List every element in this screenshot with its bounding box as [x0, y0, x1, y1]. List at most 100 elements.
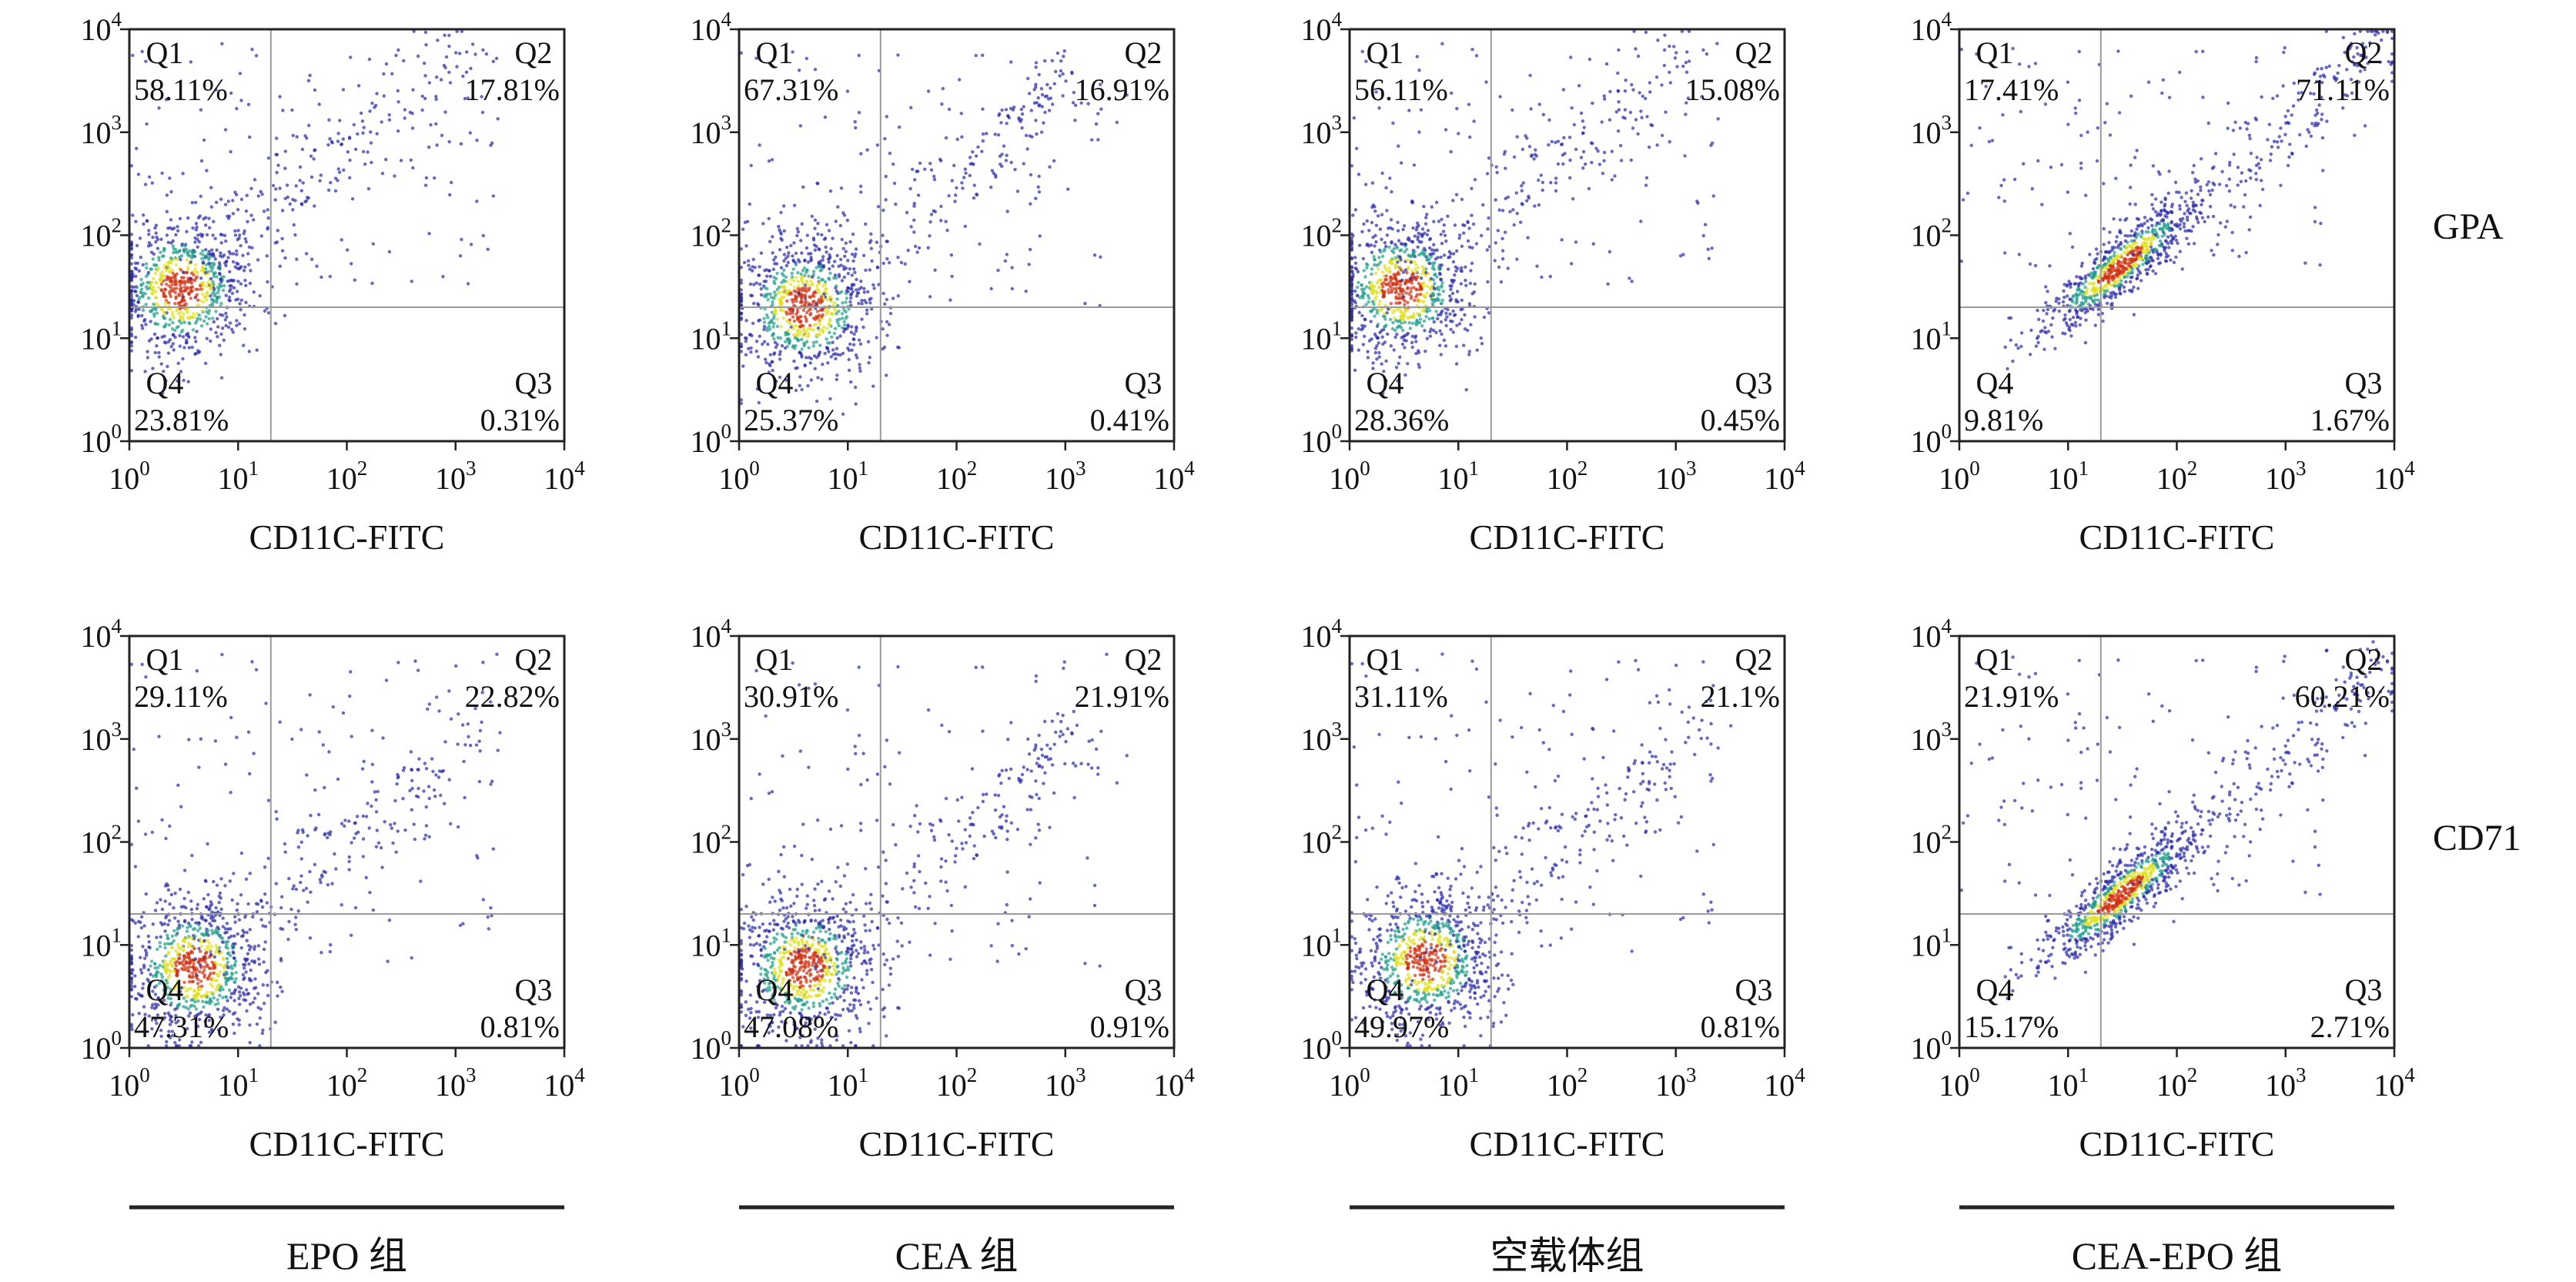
quadrant-q2-label: Q2: [515, 35, 553, 70]
scatter-point: [2145, 272, 2149, 276]
scatter-point: [782, 229, 786, 233]
scatter-point: [140, 323, 144, 327]
scatter-point: [173, 335, 177, 340]
scatter-point: [1628, 110, 1633, 115]
scatter-point: [353, 147, 358, 152]
scatter-point: [207, 309, 212, 313]
scatter-point: [154, 231, 158, 235]
scatter-point: [1504, 166, 1507, 170]
scatter-point: [825, 337, 828, 341]
scatter-point: [211, 252, 216, 256]
scatter-point: [345, 248, 350, 252]
scatter-point: [1497, 208, 1501, 212]
scatter-point: [1444, 323, 1448, 328]
scatter-point: [828, 330, 831, 335]
scatter-point: [159, 362, 163, 366]
scatter-point: [1369, 243, 1373, 247]
scatter-point: [298, 179, 302, 182]
scatter-point: [154, 296, 158, 300]
scatter-point: [859, 279, 863, 283]
scatter-point: [826, 361, 830, 365]
scatter-point: [2080, 261, 2084, 266]
scatter-point: [366, 150, 370, 154]
scatter-point: [1358, 296, 1362, 300]
scatter-point: [480, 720, 483, 725]
scatter-point: [1645, 115, 1649, 119]
scatter-point: [2163, 224, 2167, 228]
scatter-point: [435, 143, 439, 147]
scatter-point: [278, 264, 282, 268]
scatter-point: [179, 276, 184, 279]
scatter-point: [382, 94, 386, 98]
scatter-point: [1427, 237, 1432, 242]
scatter-point: [176, 361, 180, 366]
scatter-point: [824, 287, 828, 291]
scatter-point: [352, 122, 356, 127]
scatter-point: [803, 288, 807, 293]
scatter-point: [202, 253, 206, 257]
scatter-point: [376, 789, 380, 794]
scatter-point: [439, 793, 443, 798]
scatter-point: [888, 311, 893, 316]
scatter-point: [460, 723, 465, 727]
scatter-point: [280, 236, 284, 241]
scatter-point: [842, 320, 846, 323]
scatter-point: [2309, 134, 2313, 138]
scatter-point: [1357, 280, 1360, 285]
scatter-point: [2207, 189, 2211, 193]
scatter-point: [155, 235, 159, 239]
scatter-point: [2167, 246, 2171, 249]
scatter-point: [2183, 229, 2187, 233]
scatter-point: [222, 253, 226, 257]
scatter-point: [796, 258, 801, 262]
scatter-point: [762, 340, 767, 343]
scatter-point: [818, 323, 822, 326]
scatter-point: [224, 323, 228, 328]
scatter-point: [2059, 162, 2064, 167]
scatter-point: [1572, 122, 1577, 127]
scatter-point: [835, 373, 839, 377]
scatter-point: [1422, 319, 1427, 323]
scatter-point: [741, 364, 745, 368]
scatter-point: [797, 291, 801, 296]
scatter-point: [494, 56, 499, 61]
scatter-point: [173, 892, 177, 895]
scatter-point: [748, 202, 751, 206]
scatter-point: [243, 237, 247, 241]
scatter-point: [2317, 122, 2320, 126]
scatter-point: [224, 239, 228, 243]
scatter-point: [1406, 316, 1410, 320]
x-tick-label: 103: [1655, 457, 1697, 496]
scatter-point: [1397, 144, 1400, 148]
scatter-point: [2166, 226, 2170, 230]
scatter-point: [1479, 336, 1484, 340]
scatter-point: [2320, 118, 2323, 122]
quadrant-q2-value: 17.81%: [465, 72, 560, 107]
scatter-point: [211, 316, 215, 320]
scatter-point: [1431, 261, 1435, 265]
scatter-point: [193, 267, 197, 271]
scatter-point: [2211, 214, 2216, 219]
scatter-point: [1387, 288, 1390, 292]
scatter-point: [839, 186, 844, 190]
scatter-point: [253, 178, 257, 182]
scatter-point: [2163, 204, 2166, 208]
scatter-point: [906, 249, 910, 253]
scatter-point: [276, 163, 280, 167]
scatter-point: [186, 250, 190, 254]
scatter-point: [1660, 133, 1664, 138]
scatter-point: [299, 874, 303, 878]
scatter-point: [227, 295, 232, 300]
scatter-point: [791, 300, 795, 304]
scatter-point: [981, 107, 985, 111]
scatter-point: [1541, 188, 1544, 192]
scatter-point: [758, 143, 761, 147]
scatter-point: [306, 196, 310, 200]
scatter-point: [170, 227, 174, 231]
scatter-point: [226, 256, 230, 259]
scatter-point: [2127, 257, 2131, 262]
scatter-point: [1405, 258, 1410, 262]
scatter-point: [791, 267, 795, 271]
scatter-point: [194, 340, 198, 343]
scatter-point: [1058, 74, 1062, 78]
